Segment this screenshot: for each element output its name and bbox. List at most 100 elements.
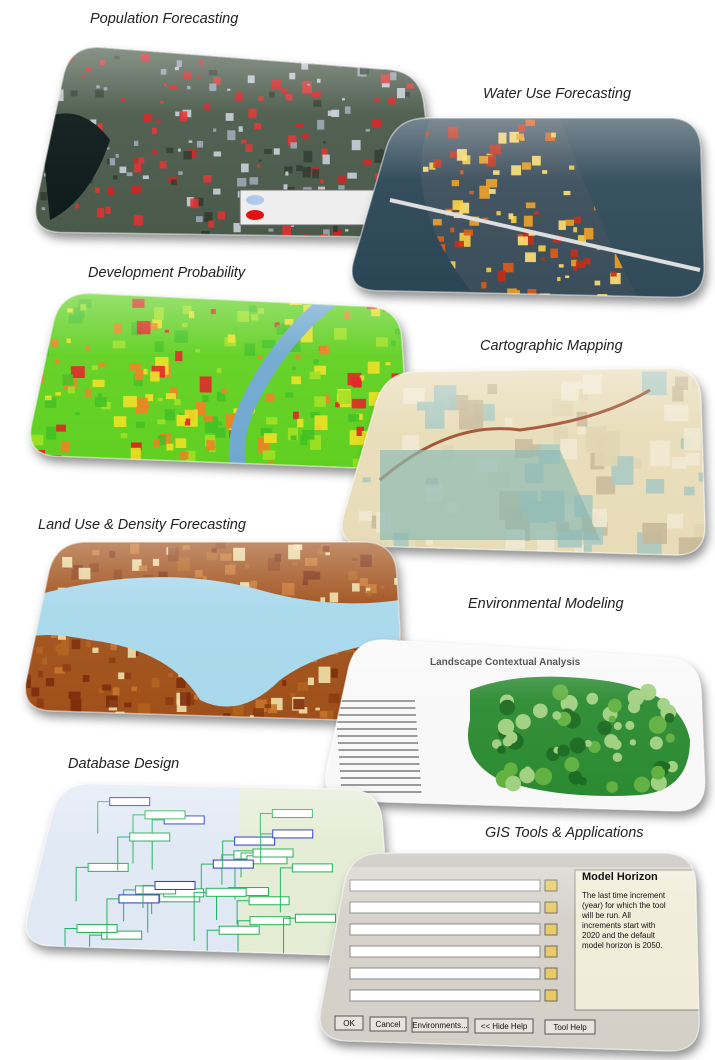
- map-patch: [324, 296, 329, 301]
- tile: [341, 367, 706, 556]
- map-patch: [45, 89, 52, 98]
- caption: Land Use & Density Forecasting: [38, 517, 246, 533]
- map-patch: [30, 722, 40, 729]
- map-patch: [693, 294, 698, 298]
- map-patch: [196, 721, 204, 728]
- map-patch: [400, 297, 409, 298]
- tile: Landscape Contextual Analysis: [324, 639, 706, 812]
- gloss: [29, 292, 409, 470]
- help-text: The last time increment: [582, 891, 666, 900]
- map-patch: [365, 294, 371, 300]
- map-patch: [77, 465, 85, 469]
- button-label[interactable]: Environments...: [412, 1021, 468, 1030]
- map-patch: [207, 719, 217, 722]
- button[interactable]: [474, 1018, 534, 1034]
- help-text: 2020 and the default: [582, 931, 656, 940]
- map-patch: [704, 496, 706, 514]
- map-patch: [122, 722, 134, 738]
- button-label[interactable]: OK: [343, 1019, 355, 1028]
- map-patch: [31, 164, 35, 169]
- map-patch: [35, 161, 44, 169]
- map-patch: [40, 305, 46, 311]
- caption: Water Use Forecasting: [483, 86, 631, 102]
- tile: [29, 292, 409, 470]
- button[interactable]: [411, 1017, 469, 1033]
- help-text: model horizon is 2050.: [582, 941, 663, 950]
- map-patch: [39, 550, 46, 558]
- map-patch: [38, 88, 45, 97]
- map-patch: [36, 338, 43, 344]
- map-patch: [46, 314, 51, 319]
- map-patch: [41, 326, 49, 332]
- button[interactable]: [544, 1019, 596, 1035]
- map-patch: [149, 237, 153, 238]
- map-patch: [42, 135, 49, 141]
- map-patch: [700, 543, 706, 556]
- map-patch: [475, 550, 498, 556]
- gloss: [324, 639, 706, 812]
- map-patch: [137, 464, 143, 469]
- map-patch: [374, 61, 380, 67]
- button-label[interactable]: << Hide Help: [481, 1022, 528, 1031]
- help-text: increments start with: [582, 921, 655, 930]
- map-patch: [435, 295, 446, 298]
- map-patch: [324, 293, 338, 301]
- map-patch: [705, 297, 710, 302]
- map-patch: [49, 455, 62, 469]
- help-title: Model Horizon: [582, 871, 658, 883]
- map-patch: [341, 496, 347, 504]
- tile: [25, 782, 391, 957]
- map-patch: [703, 157, 705, 167]
- map-patch: [407, 47, 412, 49]
- map-patch: [25, 605, 34, 616]
- map-patch: [361, 47, 370, 53]
- caption: Development Probability: [88, 265, 246, 281]
- map-patch: [30, 343, 35, 350]
- map-patch: [198, 719, 209, 722]
- map-patch: [35, 236, 39, 238]
- map-patch: [189, 47, 196, 53]
- help-text: (year) for which the tool: [582, 901, 666, 910]
- map-patch: [464, 553, 483, 556]
- map-patch: [148, 462, 158, 469]
- map-patch: [35, 302, 46, 315]
- map-patch: [36, 317, 47, 326]
- caption: Population Forecasting: [90, 11, 238, 27]
- gloss: [319, 852, 700, 1052]
- help-text: will be run. All: [581, 911, 631, 920]
- map-patch: [29, 720, 43, 722]
- button-label[interactable]: Tool Help: [553, 1023, 587, 1032]
- map-patch: [48, 80, 56, 89]
- map-patch: [130, 715, 137, 722]
- tile: [319, 852, 700, 1052]
- map-patch: [37, 584, 44, 592]
- map-patch: [425, 64, 434, 73]
- button[interactable]: [334, 1015, 364, 1031]
- map-patch: [42, 140, 48, 146]
- tile: [24, 541, 404, 738]
- map-patch: [351, 291, 357, 298]
- map-patch: [437, 551, 446, 556]
- map-patch: [378, 52, 387, 64]
- button[interactable]: [369, 1016, 407, 1032]
- caption: Database Design: [68, 756, 179, 772]
- caption: Cartographic Mapping: [480, 338, 623, 354]
- caption: Environmental Modeling: [468, 596, 624, 612]
- map-patch: [155, 716, 169, 722]
- tile: [351, 117, 710, 302]
- map-patch: [157, 235, 168, 238]
- map-patch: [366, 55, 373, 62]
- map-patch: [51, 96, 58, 104]
- map-patch: [288, 51, 295, 57]
- map-patch: [216, 718, 226, 722]
- map-patch: [428, 74, 435, 82]
- map-patch: [35, 47, 38, 51]
- gloss: [351, 117, 705, 299]
- map-patch: [51, 47, 61, 57]
- map-patch: [42, 60, 46, 63]
- map-patch: [391, 301, 403, 309]
- button-label[interactable]: Cancel: [376, 1020, 401, 1029]
- map-patch: [379, 293, 391, 307]
- map-patch: [104, 464, 115, 469]
